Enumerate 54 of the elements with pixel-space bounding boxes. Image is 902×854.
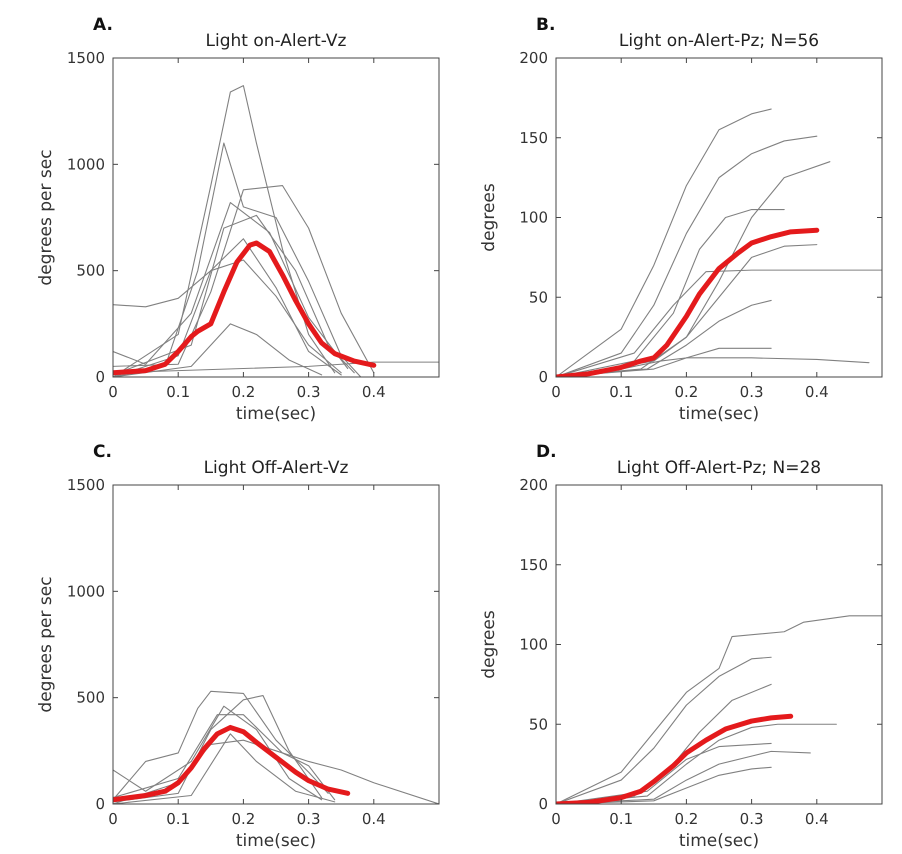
x-tick-label: 0.3	[740, 383, 764, 401]
x-tick-label: 0.2	[674, 810, 698, 828]
x-axis-title: time(sec)	[678, 404, 760, 424]
x-axis-title: time(sec)	[678, 831, 760, 851]
y-axis-title: degrees per sec	[36, 149, 56, 286]
y-tick-label: 150	[519, 128, 548, 147]
x-axis-title: time(sec)	[236, 831, 316, 851]
x-tick-label: 0.1	[166, 383, 190, 401]
x-tick-label: 0.3	[296, 383, 321, 401]
y-tick-label: 1000	[66, 582, 105, 600]
x-tick-label: 0.2	[674, 383, 698, 401]
chart-title: Light Off-Alert-Pz; N=28	[616, 458, 822, 478]
chart-title: Light on-Alert-Pz; N=56	[618, 31, 820, 51]
y-axis-title: degrees	[479, 183, 499, 252]
y-tick-label: 50	[528, 288, 548, 306]
x-tick-label: 0	[108, 810, 118, 828]
y-tick-label: 1500	[66, 49, 105, 67]
y-tick-label: 1500	[66, 476, 105, 494]
text: B.	[536, 15, 556, 35]
x-tick-label: 0.1	[609, 383, 634, 401]
chart-title: Light on-Alert-Vz	[206, 31, 347, 51]
x-axis-title: time(sec)	[236, 404, 316, 424]
x-tick-label: 0.2	[231, 383, 256, 401]
x-tick-label: 0.4	[362, 810, 386, 828]
y-tick-label: 50	[528, 715, 548, 734]
y-tick-label: 100	[519, 636, 548, 654]
y-tick-label: 0	[538, 368, 548, 386]
y-tick-label: 150	[519, 556, 548, 574]
y-tick-label: 0	[95, 368, 105, 386]
chart-title: Light Off-Alert-Vz	[204, 458, 348, 478]
x-tick-label: 0.3	[296, 810, 321, 828]
y-tick-label: 100	[519, 208, 548, 226]
x-tick-label: 0.1	[166, 810, 190, 828]
y-tick-label: 1000	[66, 155, 105, 174]
y-tick-label: 0	[538, 795, 548, 813]
x-tick-label: 0	[551, 810, 561, 828]
x-tick-label: 0.4	[804, 810, 829, 828]
y-tick-label: 0	[95, 795, 105, 813]
y-axis-title: degrees	[479, 610, 499, 679]
y-tick-label: 200	[519, 476, 548, 494]
y-tick-label: 500	[76, 688, 105, 707]
x-tick-label: 0.4	[362, 383, 386, 401]
y-tick-label: 200	[519, 49, 548, 67]
text: A.	[93, 15, 113, 35]
x-tick-label: 0	[551, 383, 561, 401]
text: D.	[536, 442, 557, 462]
x-tick-label: 0.4	[804, 383, 829, 401]
y-axis-title: degrees per sec	[36, 576, 56, 713]
x-tick-label: 0	[108, 383, 118, 401]
x-tick-label: 0.3	[740, 810, 764, 828]
x-tick-label: 0.1	[609, 810, 634, 828]
x-tick-label: 0.2	[231, 810, 256, 828]
y-tick-label: 500	[76, 262, 105, 280]
text: C.	[93, 442, 112, 462]
